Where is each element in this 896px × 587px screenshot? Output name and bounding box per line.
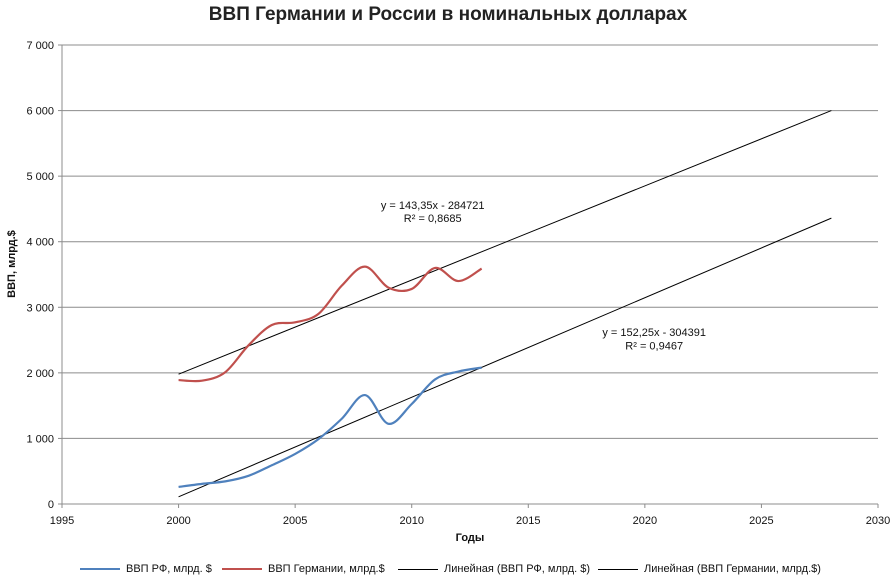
legend-swatch-trend-germany xyxy=(598,568,638,570)
y-tick-label: 1 000 xyxy=(26,433,54,445)
legend-label-trend-rf: Линейная (ВВП РФ, млрд. $) xyxy=(444,563,591,575)
x-tick-label: 2030 xyxy=(866,515,890,527)
y-tick-label: 4 000 xyxy=(26,237,54,249)
legend-swatch-rf xyxy=(80,568,120,570)
x-tick-label: 2005 xyxy=(283,515,307,527)
trend-annotation: y = 143,35x - 284721 xyxy=(381,200,485,212)
x-axis-label: Годы xyxy=(455,532,485,544)
legend-label-trend-germany: Линейная (ВВП Германии, млрд.$) xyxy=(644,563,821,575)
y-tick-label: 0 xyxy=(48,499,54,511)
trend-annotation: R² = 0,8685 xyxy=(404,213,462,225)
legend-swatch-trend-rf xyxy=(398,568,438,570)
legend-label-rf: ВВП РФ, млрд. $ xyxy=(126,563,212,575)
x-tick-label: 2000 xyxy=(166,515,190,527)
y-tick-label: 7 000 xyxy=(26,40,54,52)
x-tick-label: 1995 xyxy=(50,515,74,527)
legend-item-germany: ВВП Германии, млрд.$ xyxy=(222,563,385,575)
legend-item-rf: ВВП РФ, млрд. $ xyxy=(80,563,212,575)
x-tick-label: 2015 xyxy=(516,515,540,527)
legend-swatch-germany xyxy=(222,568,262,570)
x-tick-label: 2020 xyxy=(633,515,657,527)
trend-annotation: R² = 0,9467 xyxy=(625,340,683,352)
y-tick-label: 6 000 xyxy=(26,106,54,118)
y-tick-label: 2 000 xyxy=(26,368,54,380)
x-tick-label: 2010 xyxy=(399,515,423,527)
legend-label-germany: ВВП Германии, млрд.$ xyxy=(268,563,385,575)
legend-item-trend-germany: Линейная (ВВП Германии, млрд.$) xyxy=(598,563,821,575)
series-line-1 xyxy=(178,265,483,383)
trend-annotation: y = 152,25x - 304391 xyxy=(602,327,706,339)
x-tick-label: 2025 xyxy=(749,515,773,527)
series-line-0 xyxy=(178,366,482,489)
trendline-0 xyxy=(178,217,832,498)
legend-item-trend-rf: Линейная (ВВП РФ, млрд. $) xyxy=(398,563,590,575)
legend: ВВП РФ, млрд. $ ВВП Германии, млрд.$ Лин… xyxy=(0,563,896,583)
y-tick-label: 5 000 xyxy=(26,171,54,183)
y-tick-label: 3 000 xyxy=(26,302,54,314)
trendline-1 xyxy=(178,110,832,375)
chart-title: ВВП Германии и России в номинальных долл… xyxy=(208,4,688,25)
